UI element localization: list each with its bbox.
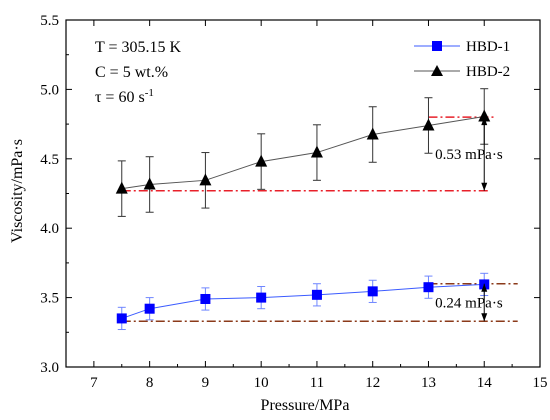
- legend-label-hbd2: HBD-2: [466, 64, 510, 80]
- condition-shear-rate: τ = 60 s-1: [95, 87, 154, 106]
- data-point-hbd2: [115, 181, 128, 194]
- data-point-hbd1: [200, 293, 211, 304]
- x-axis-title: Pressure/MPa: [261, 397, 350, 414]
- annotation-arrowhead-bottom-1: [481, 182, 488, 191]
- y-tick-label: 3.0: [40, 360, 59, 376]
- annotation-label-1: 0.53 mPa·s: [435, 147, 503, 163]
- x-tick-label: 8: [146, 375, 154, 391]
- condition-concentration: C = 5 wt.%: [95, 64, 168, 81]
- condition-temperature: T = 305.15 K: [95, 39, 182, 56]
- annotation-arrowhead-bottom-2: [481, 313, 488, 322]
- chart-plot-layer: 7 8 9 10 11 12 13 14 15 3.0 3.5 4.0 4.5 5.0 5.5 0.53 mP…: [40, 13, 547, 391]
- condition-shear-rate-text: τ = 60 s: [95, 89, 145, 106]
- data-point-hbd2: [255, 154, 268, 167]
- x-tick-label: 13: [421, 375, 436, 391]
- condition-shear-rate-sup: -1: [145, 87, 154, 99]
- annotation-label-2: 0.24 mPa·s: [435, 295, 503, 311]
- data-point-hbd2: [310, 145, 323, 158]
- x-tick-label: 10: [254, 375, 269, 391]
- legend-label-hbd1: HBD-1: [466, 39, 510, 55]
- data-point-hbd2: [422, 118, 435, 131]
- x-tick-label: 11: [310, 375, 324, 391]
- data-point-hbd2: [143, 177, 156, 190]
- x-tick-label: 15: [533, 375, 548, 391]
- y-tick-label: 4.5: [40, 152, 59, 168]
- legend-marker-hbd2: [431, 65, 443, 76]
- data-point-hbd2: [199, 173, 212, 186]
- data-point-hbd2: [478, 109, 491, 122]
- legend-marker-hbd1: [432, 41, 442, 51]
- x-tick-label: 14: [477, 375, 493, 391]
- y-tick-label: 5.5: [40, 13, 59, 29]
- data-point-hbd1: [144, 303, 155, 314]
- data-point-hbd1: [116, 313, 127, 324]
- annotation-arrowhead-top-1: [481, 117, 488, 126]
- y-tick-label: 3.5: [40, 291, 59, 307]
- data-point-hbd2: [366, 127, 379, 140]
- annotation-arrowhead-top-2: [481, 283, 488, 292]
- y-tick-label: 5.0: [40, 82, 59, 98]
- y-axis-title: Viscosity/mPa·s: [9, 139, 26, 243]
- data-point-hbd1: [311, 289, 322, 300]
- x-tick-label: 12: [365, 375, 380, 391]
- y-tick-label: 4.0: [40, 221, 59, 237]
- x-tick-label: 7: [90, 375, 98, 391]
- x-tick-label: 9: [202, 375, 210, 391]
- series-line-hbd2: [121, 115, 485, 190]
- series-line-hbd1: [121, 283, 485, 319]
- data-point-hbd1: [423, 282, 434, 293]
- series-hbd2: [115, 88, 491, 217]
- data-point-hbd1: [256, 292, 267, 303]
- data-point-hbd1: [367, 286, 378, 297]
- legend: HBD-1 HBD-2: [414, 39, 510, 80]
